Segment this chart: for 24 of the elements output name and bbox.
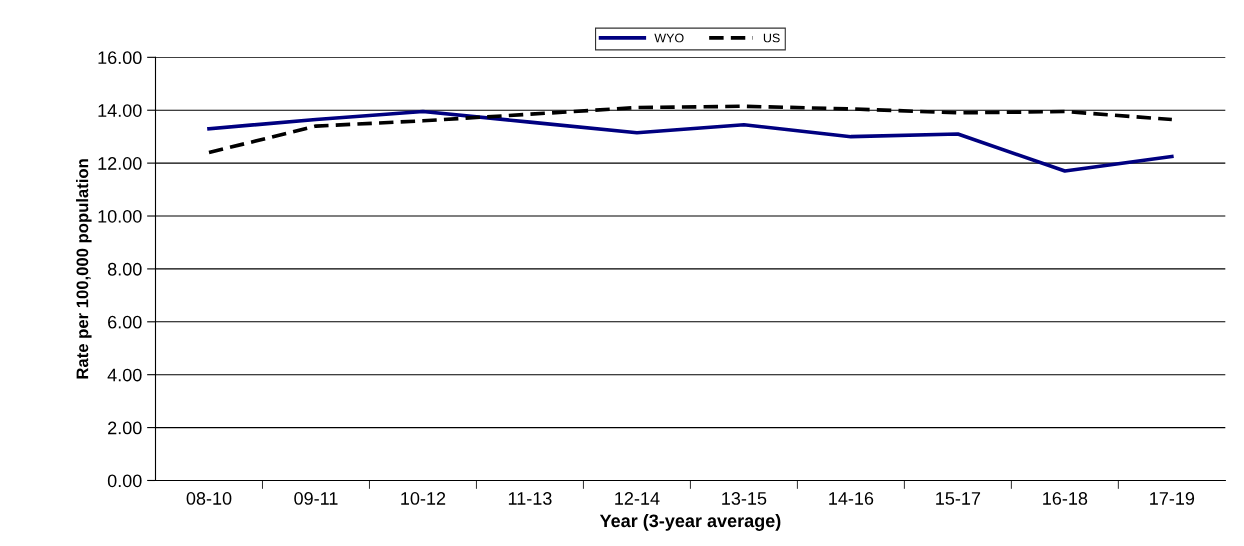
y-axis-title: Rate per 100,000 population	[76, 159, 92, 379]
x-tick-label: 17-19	[1150, 492, 1195, 505]
y-tick-label: 16.00	[98, 51, 142, 65]
y-tick-label: 10.00	[98, 209, 142, 223]
x-axis-title: Year (3-year average)	[599, 513, 781, 531]
y-tick-label: 12.00	[98, 157, 142, 170]
y-tick-label: 0.00	[107, 474, 142, 488]
legend-label: US	[763, 33, 780, 43]
y-tick-label: 2.00	[108, 421, 142, 435]
x-tick-label: 10-12	[401, 492, 446, 505]
x-tick-label: 13-15	[722, 492, 767, 505]
line-series	[207, 109, 1174, 173]
y-tick-label: 8.00	[107, 262, 142, 276]
x-tick-label: 14-16	[829, 492, 874, 505]
x-tick-label: 12-14	[615, 492, 660, 505]
x-tick-label: 15-17	[936, 492, 981, 505]
x-tick-label: 16-18	[1043, 492, 1088, 505]
legend-label: WYO	[654, 33, 684, 43]
y-tick-label: 4.00	[107, 368, 142, 382]
x-tick-label: 08-10	[186, 492, 232, 505]
x-tick-label: 09-11	[294, 492, 338, 505]
x-tick-label: 11-13	[508, 492, 552, 505]
y-tick-label: 14.00	[98, 104, 142, 117]
y-tick-label: 6.00	[108, 315, 142, 329]
